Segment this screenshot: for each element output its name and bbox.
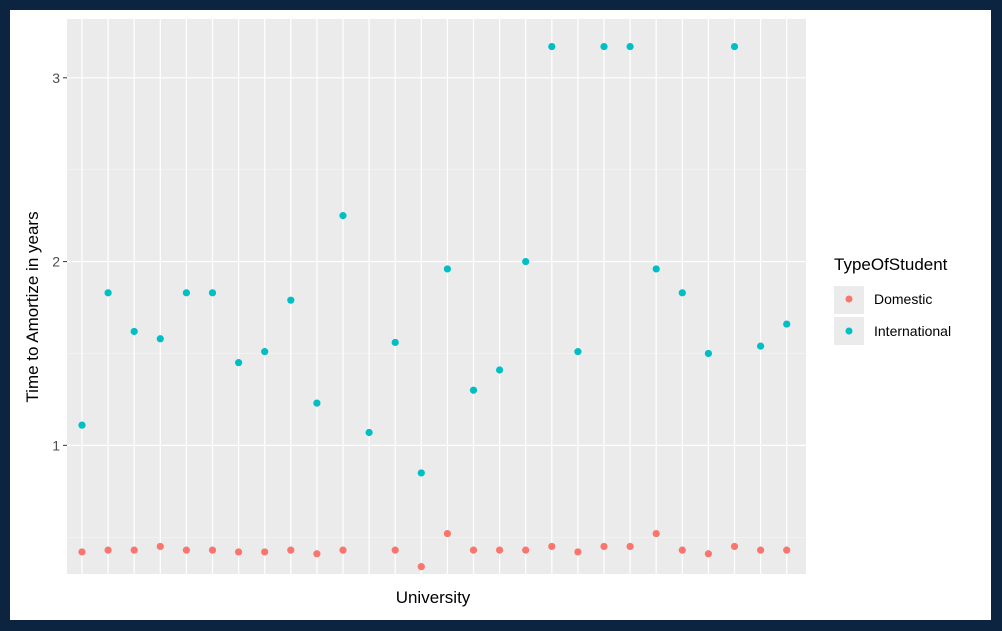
- point-international: [783, 320, 791, 328]
- legend-marker-international: [845, 327, 853, 335]
- scatter-chart: 1 2 3 University Time to Amortize in years…: [23, 19, 951, 607]
- point-international: [182, 289, 190, 297]
- point-international: [417, 469, 425, 477]
- point-international: [652, 265, 660, 273]
- y-tick-label: 1: [52, 437, 60, 453]
- point-international: [496, 366, 504, 374]
- point-domestic: [287, 546, 295, 554]
- point-domestic: [469, 546, 478, 554]
- chart-frame: 1 2 3 University Time to Amortize in years…: [10, 10, 991, 620]
- point-international: [130, 327, 138, 336]
- y-tick-label: 3: [52, 70, 60, 86]
- point-domestic: [208, 546, 217, 554]
- point-domestic: [313, 550, 321, 558]
- data-points: [78, 42, 791, 571]
- point-domestic: [130, 546, 138, 554]
- plot-panel: [67, 19, 806, 574]
- y-tick-label: 2: [52, 254, 60, 270]
- point-international: [730, 42, 739, 51]
- point-domestic: [443, 529, 451, 538]
- point-domestic: [235, 548, 243, 556]
- point-domestic: [417, 563, 425, 571]
- point-international: [574, 348, 582, 356]
- point-domestic: [78, 548, 86, 556]
- point-international: [313, 399, 321, 407]
- point-international: [704, 349, 713, 358]
- point-international: [548, 42, 556, 51]
- point-international: [104, 289, 112, 297]
- point-international: [339, 212, 347, 220]
- point-domestic: [574, 548, 582, 556]
- point-international: [235, 359, 243, 367]
- legend-title: TypeOfStudent: [834, 255, 948, 274]
- point-international: [391, 338, 399, 347]
- y-axis-ticks: 1 2 3: [52, 70, 67, 453]
- point-domestic: [652, 529, 660, 538]
- point-domestic: [339, 546, 347, 554]
- legend-label-domestic: Domestic: [874, 291, 932, 307]
- point-domestic: [678, 546, 686, 554]
- point-domestic: [704, 550, 713, 558]
- point-international: [600, 42, 608, 51]
- point-international: [469, 386, 478, 394]
- point-domestic: [730, 542, 739, 551]
- point-domestic: [548, 542, 556, 551]
- point-domestic: [391, 546, 399, 554]
- point-domestic: [600, 542, 608, 551]
- point-international: [522, 257, 530, 266]
- legend-label-international: International: [874, 323, 951, 339]
- point-domestic: [783, 546, 791, 554]
- grid-lines: [67, 19, 806, 574]
- point-international: [156, 335, 164, 343]
- point-domestic: [522, 546, 530, 554]
- legend-marker-domestic: [845, 295, 853, 303]
- point-international: [78, 421, 86, 429]
- point-international: [261, 348, 269, 356]
- y-axis-title: Time to Amortize in years: [23, 211, 42, 402]
- point-domestic: [757, 546, 765, 554]
- x-axis-title: University: [396, 588, 471, 607]
- point-international: [678, 289, 686, 297]
- legend: TypeOfStudent Domestic International: [834, 255, 951, 345]
- point-international: [443, 265, 451, 273]
- point-domestic: [156, 542, 164, 551]
- point-international: [287, 296, 295, 304]
- point-domestic: [626, 542, 634, 551]
- point-international: [208, 289, 217, 297]
- point-international: [365, 428, 373, 437]
- point-domestic: [496, 546, 504, 554]
- point-domestic: [261, 548, 269, 556]
- point-domestic: [182, 546, 190, 554]
- point-international: [626, 42, 634, 51]
- point-international: [757, 342, 765, 350]
- point-domestic: [104, 546, 112, 554]
